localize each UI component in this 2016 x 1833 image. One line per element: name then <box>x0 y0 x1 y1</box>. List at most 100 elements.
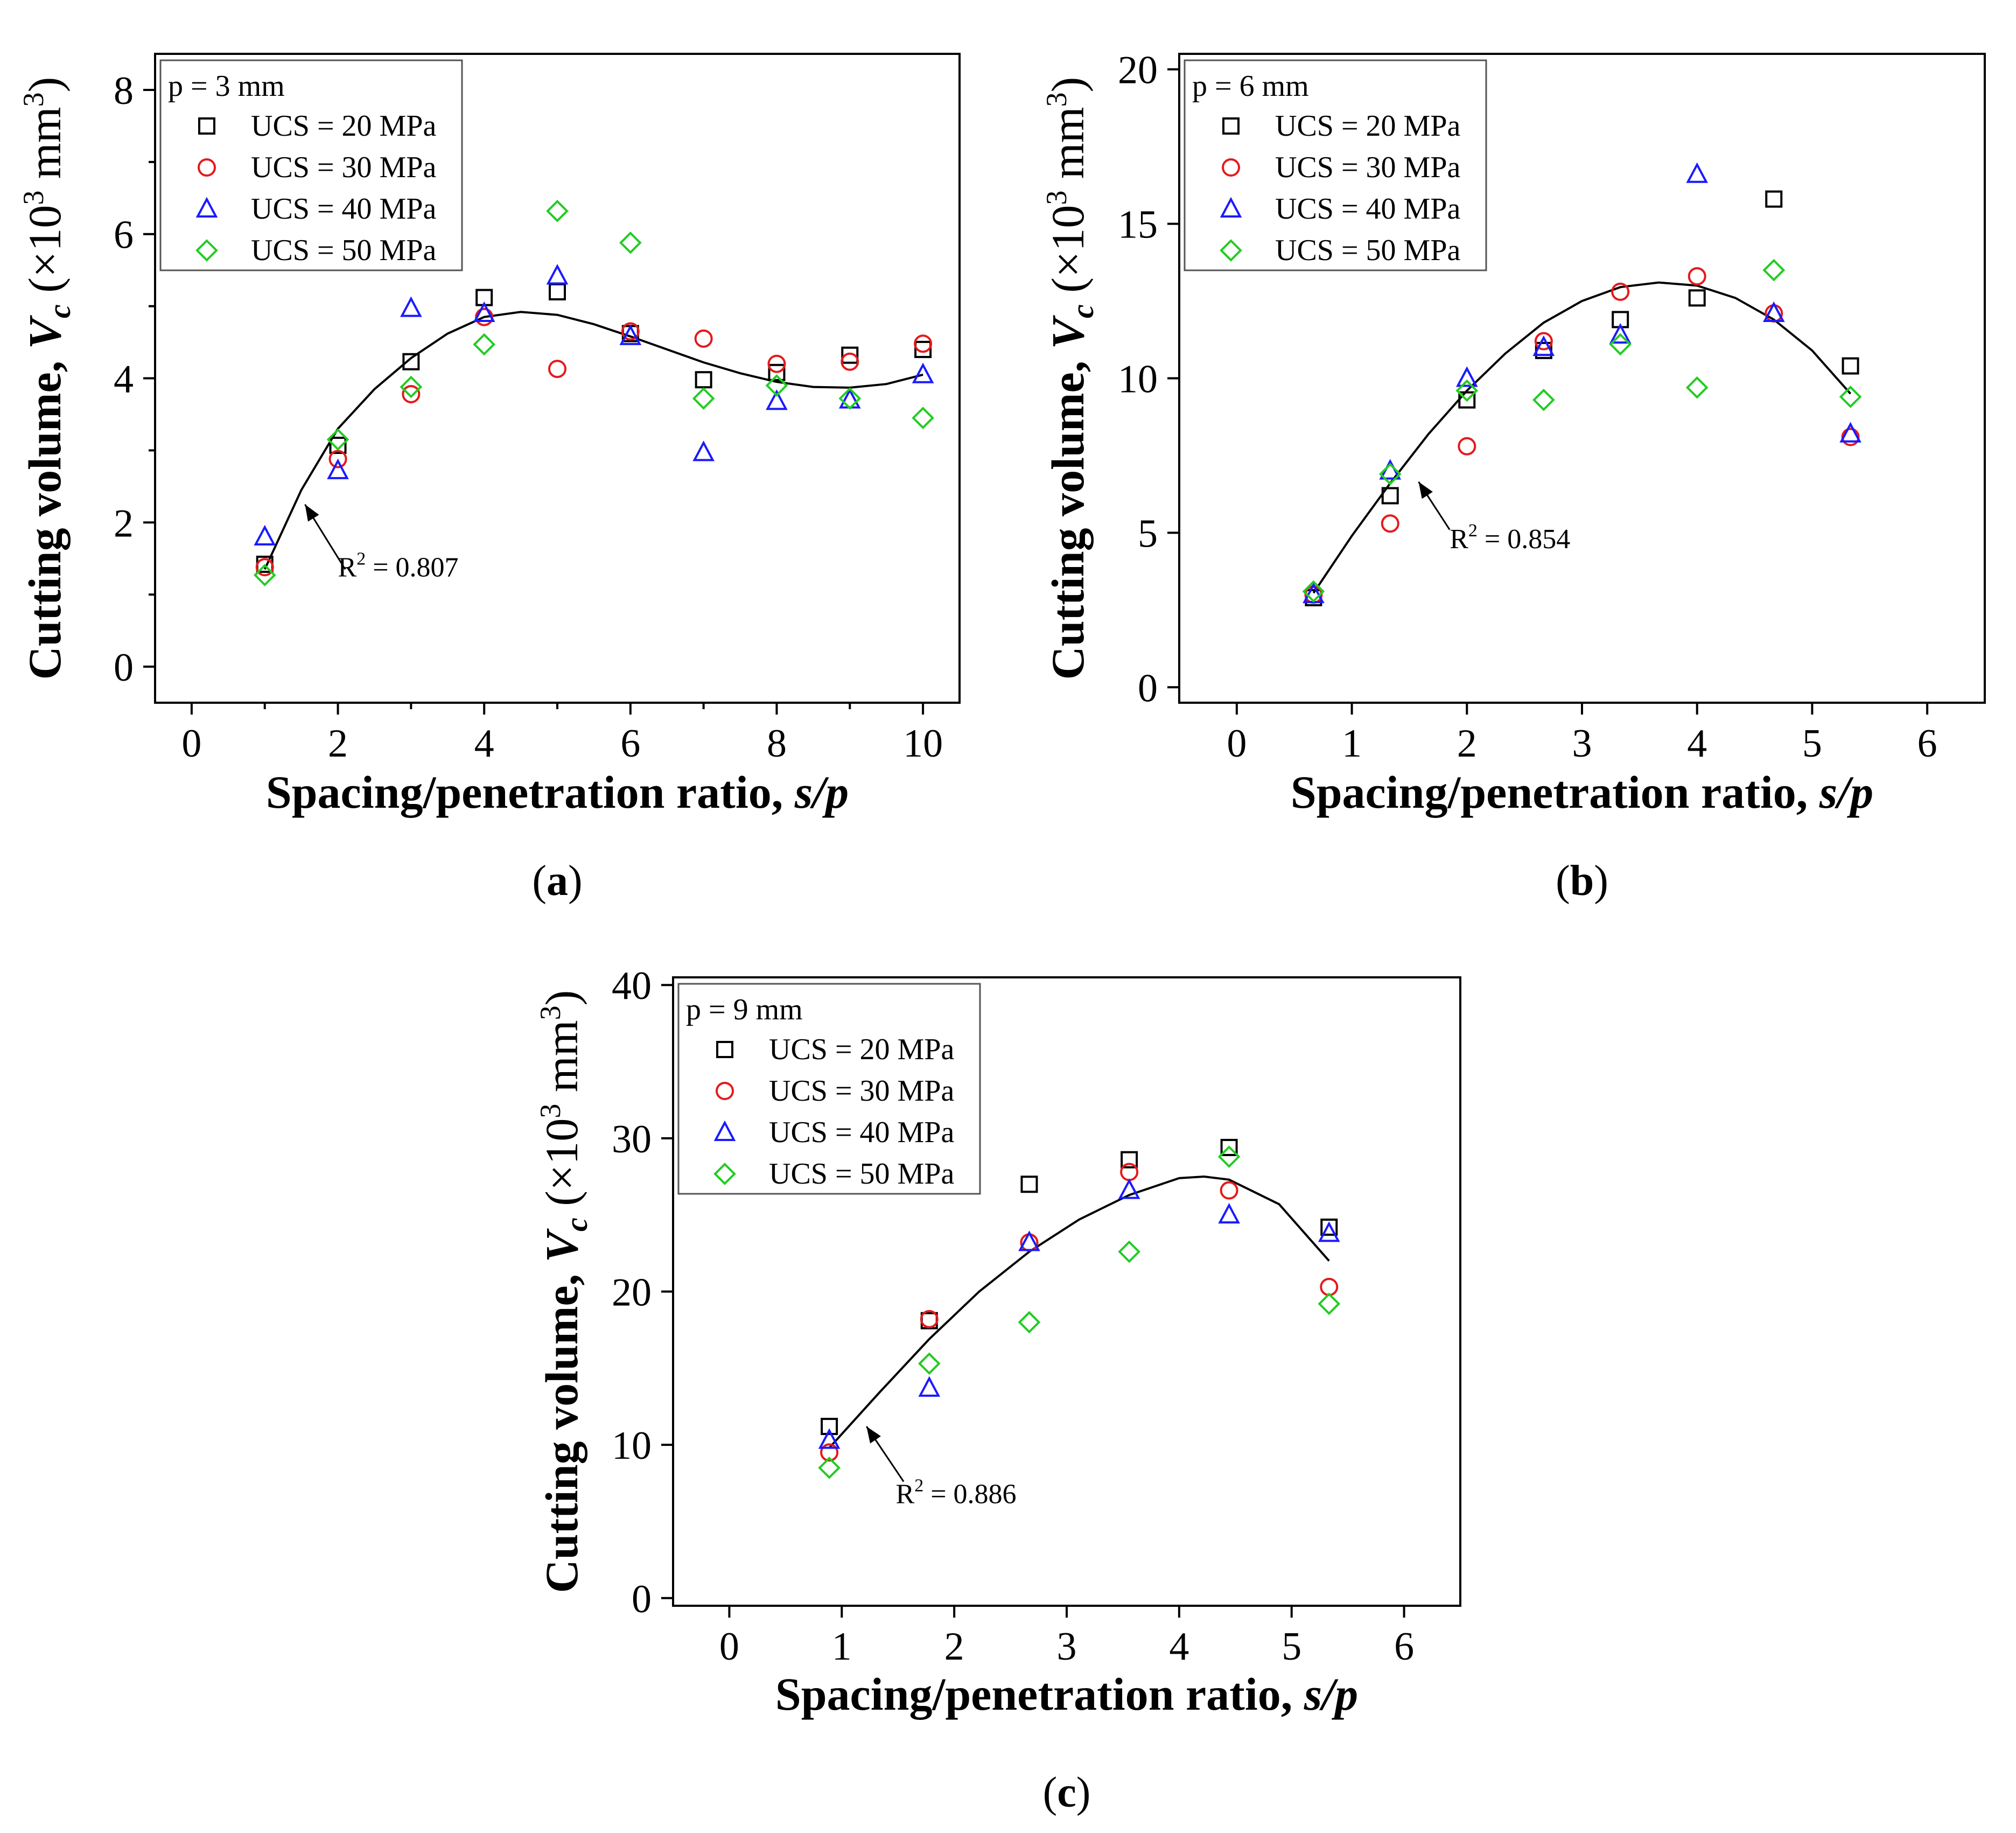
data-point <box>1686 162 1709 183</box>
x-tick-label: 3 <box>1572 722 1592 766</box>
series-circle <box>255 307 933 577</box>
data-point <box>1762 258 1786 282</box>
data-point <box>912 362 934 383</box>
data-point <box>1688 267 1706 286</box>
data-point <box>1839 422 1861 443</box>
legend-marker-square <box>198 117 215 135</box>
legend-marker-diamond <box>195 239 218 262</box>
subpanel-paren-close: ) <box>568 857 583 905</box>
data-point <box>328 450 347 468</box>
legend-entry-label: UCS = 20 MPa <box>769 1033 954 1066</box>
y-tick-label: 0 <box>1138 666 1158 710</box>
subpanel-letter: a <box>547 857 568 905</box>
x-tick-label: 4 <box>1687 722 1707 766</box>
r-squared-label: R2 = 0.807 <box>338 549 459 583</box>
chart-panel-b: 0 1 2 3 4 5 6 0 5 10 15 20 Spacing/penetration ratio… <box>1040 48 1986 905</box>
data-point <box>473 301 495 322</box>
legend-box <box>159 59 463 271</box>
data-point <box>621 322 640 341</box>
y-axis-title-unit: (×10 <box>1042 205 1094 305</box>
x-tick-label: 6 <box>1394 1625 1414 1669</box>
r-squared-value: = 0.807 <box>366 552 458 583</box>
subpanel-paren-close: ) <box>1076 1769 1091 1816</box>
x-tick-label: 6 <box>1917 722 1937 766</box>
y-tick-label: 0 <box>114 646 134 690</box>
series-triangle <box>818 1178 1340 1449</box>
data-point <box>918 1352 941 1375</box>
y-axis-title-unit: (×10 <box>536 1118 587 1218</box>
r-squared-r: R <box>338 552 357 583</box>
y-axis-title-sub: c <box>42 304 77 318</box>
data-point <box>548 360 566 379</box>
data-point <box>841 346 859 364</box>
r-squared-value: = 0.854 <box>1478 524 1570 555</box>
data-point <box>821 1417 838 1435</box>
subpanel-letter: b <box>1570 857 1594 905</box>
x-tick-label: 3 <box>1057 1625 1077 1669</box>
data-point <box>329 437 347 454</box>
legend-title: p = 3 mm <box>168 69 285 103</box>
series-circle <box>1304 267 1860 604</box>
subpanel-paren-open: ( <box>1556 857 1570 905</box>
data-point <box>1118 1178 1140 1199</box>
y-tick-label: 20 <box>612 1271 652 1315</box>
subpanel-paren-open: ( <box>1043 1769 1058 1816</box>
legend-entry-label: UCS = 20 MPa <box>251 109 436 143</box>
data-point <box>1455 366 1478 387</box>
data-point <box>838 387 862 410</box>
data-point <box>1320 1218 1338 1236</box>
data-point <box>1839 386 1862 408</box>
data-point <box>1609 333 1632 356</box>
data-point <box>1018 1311 1041 1334</box>
data-point <box>1609 323 1632 344</box>
x-axis-title-var: s/p <box>794 766 849 818</box>
y-tick-label: 6 <box>114 213 134 257</box>
data-point <box>473 333 496 356</box>
legend-marker-triangle <box>1220 197 1242 218</box>
x-tick-label: 5 <box>1802 722 1822 766</box>
x-tick-label: 4 <box>1169 1625 1189 1669</box>
fit-curve <box>1312 281 1852 594</box>
legend-box <box>677 983 981 1195</box>
r-squared-label: R2 = 0.886 <box>896 1475 1017 1509</box>
y-axis-title-unit: (×10 <box>19 205 71 305</box>
data-point <box>1532 388 1555 411</box>
y-axis-title-exp: 3 <box>17 92 50 107</box>
data-point <box>400 375 423 398</box>
x-tick-label: 2 <box>1457 722 1477 766</box>
subpanel-paren-close: ) <box>1594 857 1608 905</box>
y-axis-title-unit-mid: mm <box>19 107 71 190</box>
data-point <box>619 231 642 254</box>
series-diamond <box>1302 258 1862 603</box>
y-axis-title-text: Cutting volume, <box>536 1262 587 1593</box>
y-axis-title-exp: 3 <box>1040 191 1073 205</box>
data-point <box>767 354 786 373</box>
series-triangle <box>254 264 934 546</box>
x-tick-label: 0 <box>719 1625 739 1669</box>
y-tick-label: 10 <box>612 1424 652 1468</box>
legend-entry-label: UCS = 40 MPa <box>769 1116 954 1149</box>
x-axis-title-text: Spacing/penetration ratio, <box>1291 766 1819 818</box>
y-axis-title-unit-end: ) <box>536 990 587 1006</box>
legend-entry-label: UCS = 50 MPa <box>1275 234 1460 267</box>
data-point <box>1455 379 1479 402</box>
r-squared-exp: 2 <box>914 1475 923 1495</box>
x-axis-title: Spacing/penetration ratio, s/p <box>266 766 849 818</box>
y-tick-label: 2 <box>114 501 134 545</box>
data-point <box>1318 1292 1341 1316</box>
y-axis-title-unit-end: ) <box>19 77 71 93</box>
legend-entry-label: UCS = 30 MPa <box>251 151 436 184</box>
y-axis-title-var: V <box>536 1228 587 1262</box>
legend-entry-label: UCS = 40 MPa <box>1275 192 1460 226</box>
data-point <box>1381 514 1399 533</box>
x-axis-title-text: Spacing/penetration ratio, <box>266 766 795 818</box>
data-point <box>914 340 932 358</box>
series-diamond <box>818 1145 1341 1479</box>
legend-marker-circle <box>716 1082 734 1100</box>
data-point <box>1381 487 1399 505</box>
data-point <box>820 1443 839 1462</box>
subpanel-letter: c <box>1057 1769 1076 1816</box>
y-tick-label: 5 <box>1138 512 1158 556</box>
